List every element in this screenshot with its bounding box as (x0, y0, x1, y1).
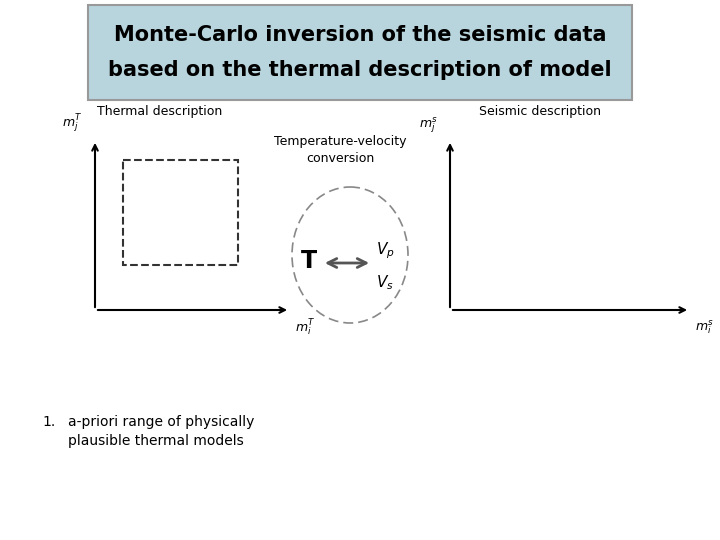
Text: Thermal description: Thermal description (97, 105, 222, 118)
Text: $m_j^T$: $m_j^T$ (63, 113, 83, 135)
Text: a-priori range of physically
plausible thermal models: a-priori range of physically plausible t… (68, 415, 254, 449)
Text: T: T (301, 249, 317, 273)
Text: based on the thermal description of model: based on the thermal description of mode… (108, 60, 612, 80)
Text: Seismic description: Seismic description (479, 105, 601, 118)
Text: $m_j^s$: $m_j^s$ (419, 116, 438, 135)
Text: Temperature-velocity
conversion: Temperature-velocity conversion (274, 135, 406, 165)
Bar (123, 160, 238, 265)
Text: $m_i^s$: $m_i^s$ (695, 318, 714, 336)
Text: $V_s$: $V_s$ (376, 273, 394, 292)
Text: $m_i^T$: $m_i^T$ (295, 318, 315, 338)
FancyBboxPatch shape (88, 5, 632, 100)
Text: Monte-Carlo inversion of the seismic data: Monte-Carlo inversion of the seismic dat… (114, 25, 606, 45)
Text: $V_p$: $V_p$ (376, 240, 395, 261)
Text: 1.: 1. (42, 415, 55, 429)
